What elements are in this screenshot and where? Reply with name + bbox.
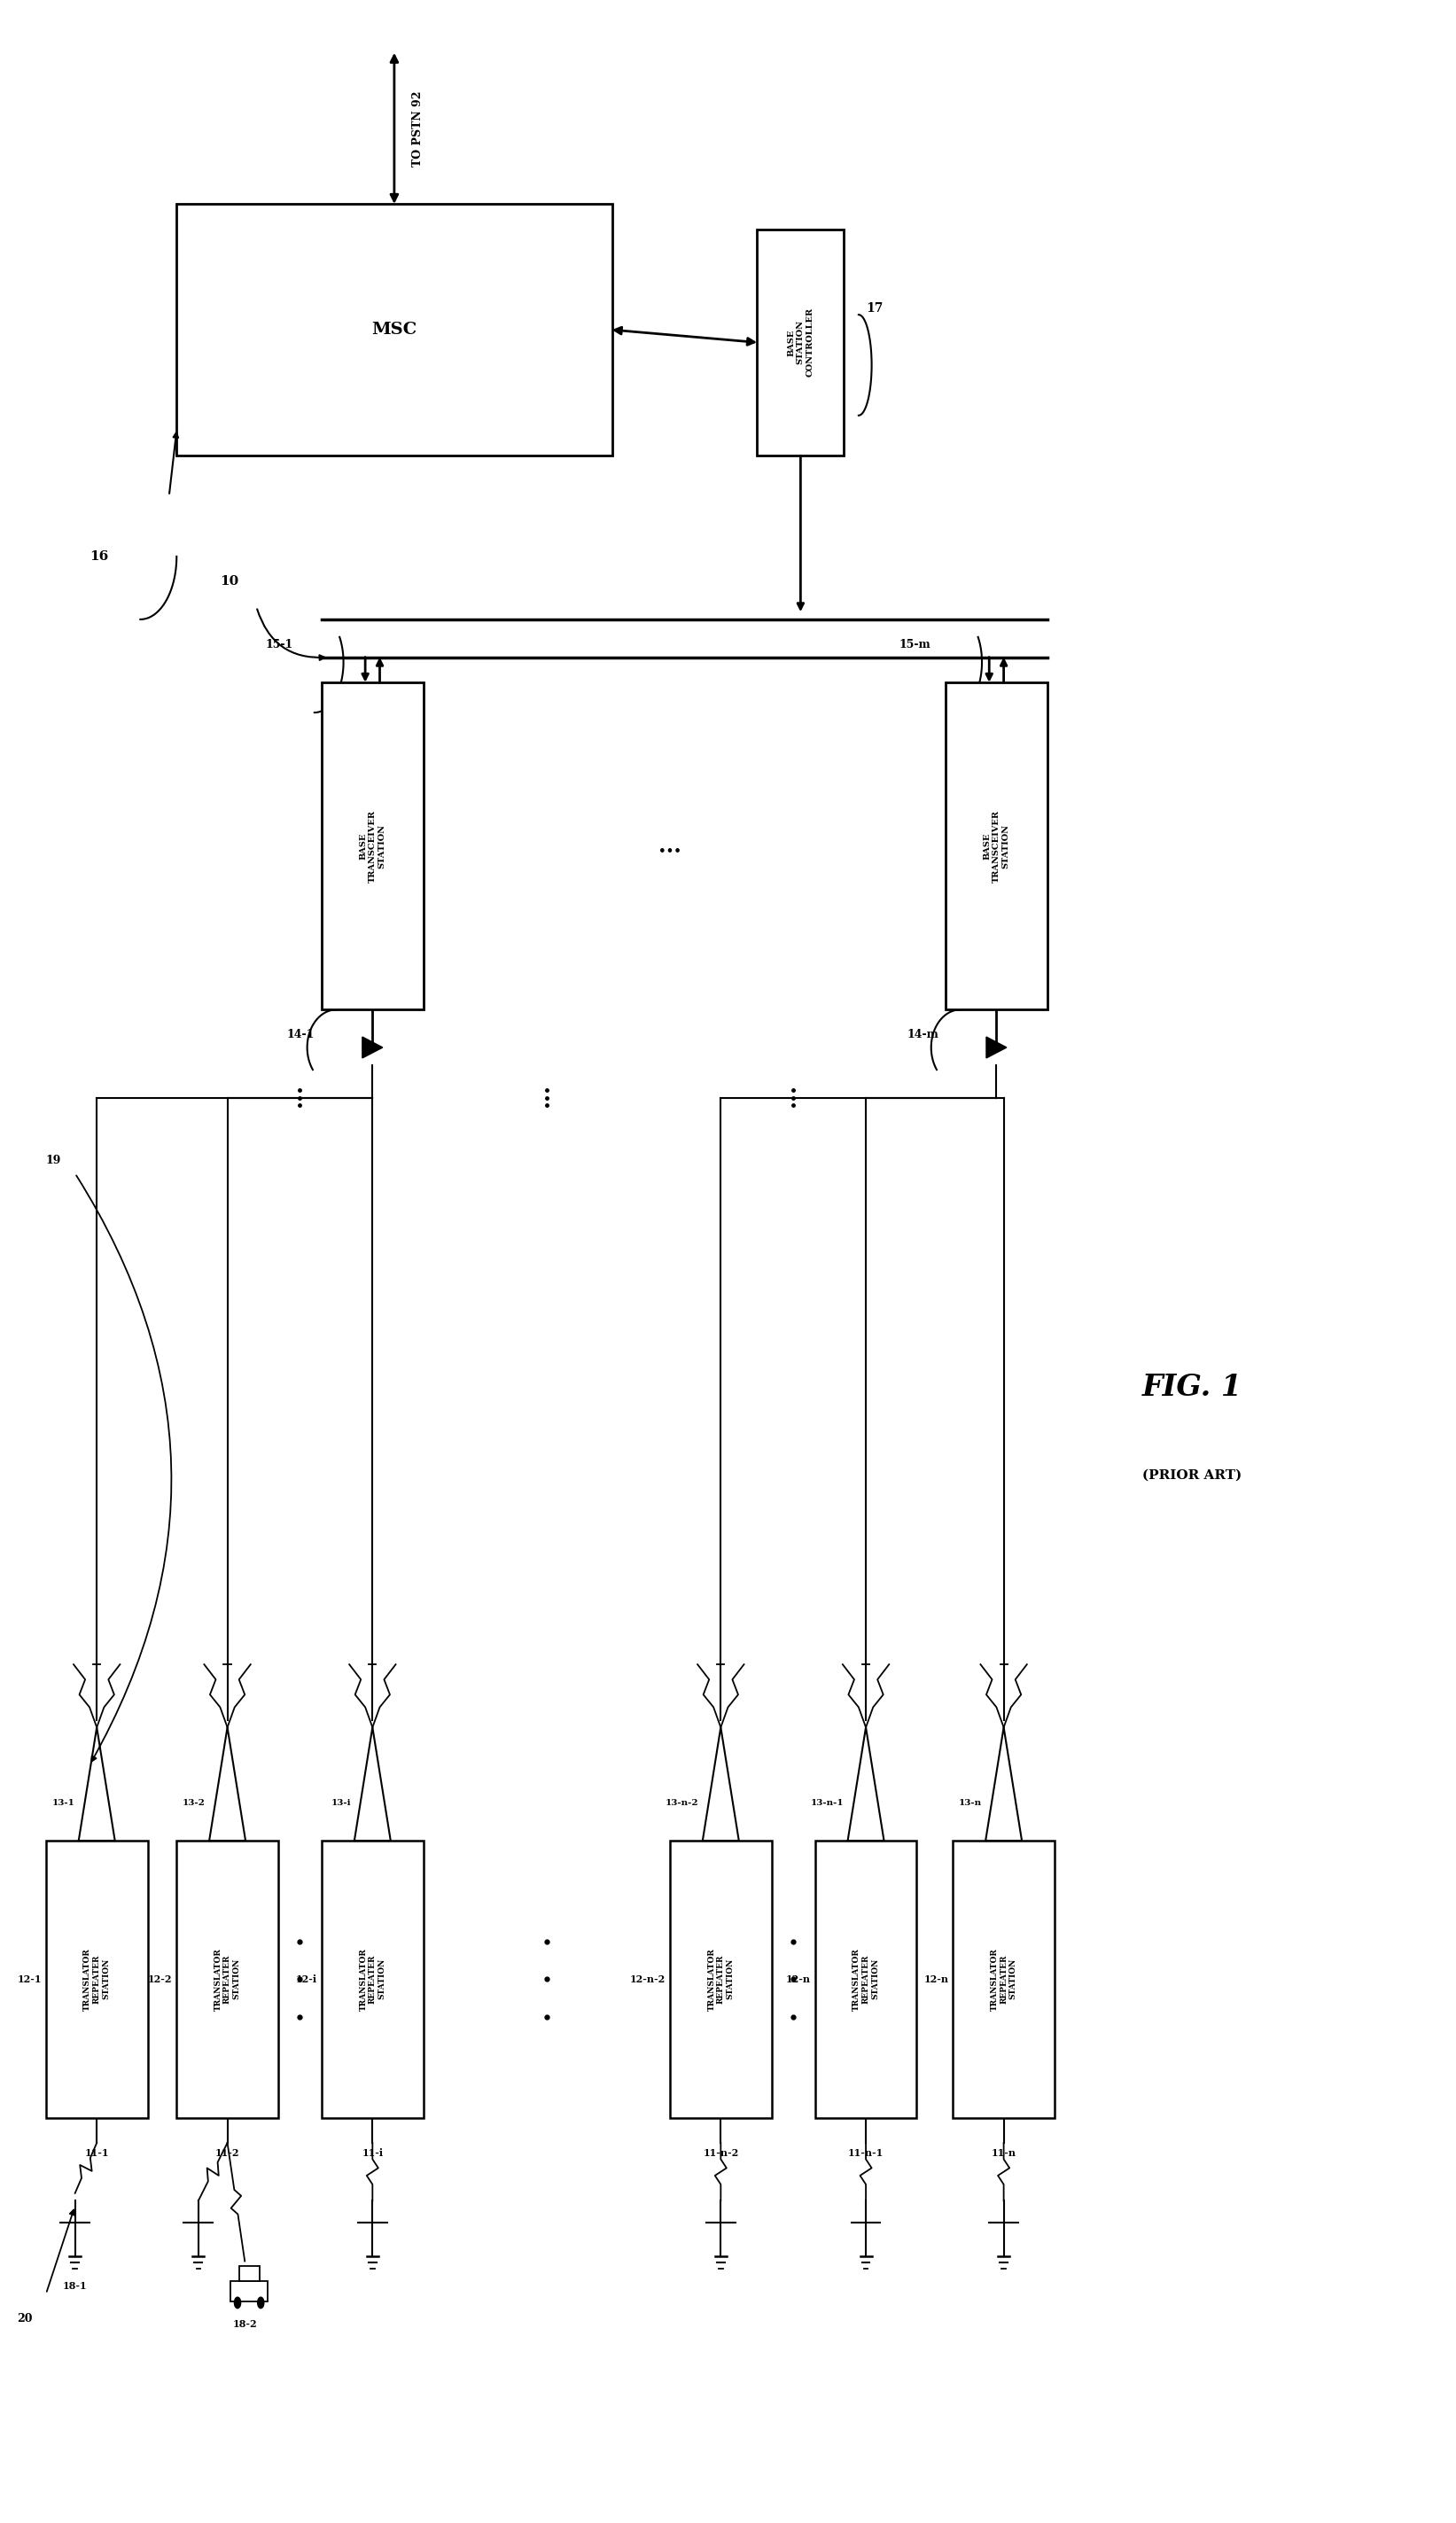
Text: TRANSLATOR
REPEATER
STATION: TRANSLATOR REPEATER STATION (708, 1948, 734, 2011)
Text: 13-2: 13-2 (182, 1799, 205, 1806)
Text: 18-2: 18-2 (233, 2319, 258, 2329)
Bar (945, 681, 1047, 1009)
Text: 12-1: 12-1 (17, 1976, 42, 1983)
Text: 15-1: 15-1 (265, 638, 293, 651)
Text: 13-n-1: 13-n-1 (811, 1799, 844, 1806)
Bar (322, 1842, 424, 2117)
Text: TRANSLATOR
REPEATER
STATION: TRANSLATOR REPEATER STATION (360, 1948, 386, 2011)
Text: TRANSLATOR
REPEATER
STATION: TRANSLATOR REPEATER STATION (990, 1948, 1016, 2011)
Text: 13-n-2: 13-n-2 (665, 1799, 699, 1806)
Circle shape (234, 2296, 240, 2309)
Bar (757, 230, 844, 457)
Text: BASE
TRANSCEIVER
STATION: BASE TRANSCEIVER STATION (360, 810, 386, 883)
Text: 14-1: 14-1 (287, 1029, 314, 1039)
Text: 13-1: 13-1 (52, 1799, 76, 1806)
Bar (176, 204, 612, 457)
Text: 11-i: 11-i (361, 2147, 383, 2157)
Bar (322, 681, 424, 1009)
Text: 10: 10 (220, 575, 239, 588)
Text: 12-n-2: 12-n-2 (630, 1976, 665, 1983)
Bar (952, 1842, 1054, 2117)
Text: 13-n: 13-n (960, 1799, 981, 1806)
Text: MSC: MSC (371, 323, 416, 338)
Text: 12-n: 12-n (923, 1976, 948, 1983)
Text: 13-i: 13-i (331, 1799, 351, 1806)
Text: 12-n: 12-n (786, 1976, 811, 1983)
Text: 11-n: 11-n (992, 2147, 1016, 2157)
Text: 12-2: 12-2 (149, 1976, 172, 1983)
Polygon shape (363, 1037, 383, 1057)
Bar (176, 1842, 278, 2117)
Bar (47, 1842, 147, 2117)
Text: 15-m: 15-m (900, 638, 932, 651)
Text: FIG. 1: FIG. 1 (1142, 1373, 1242, 1403)
Text: 16: 16 (89, 550, 108, 563)
Bar (230, 2281, 268, 2301)
Circle shape (258, 2296, 264, 2309)
Text: ...: ... (658, 835, 681, 858)
Text: 11-n-2: 11-n-2 (703, 2147, 738, 2157)
Text: 11-1: 11-1 (84, 2147, 109, 2157)
Text: 19: 19 (47, 1156, 61, 1166)
Text: BASE
TRANSCEIVER
STATION: BASE TRANSCEIVER STATION (983, 810, 1009, 883)
Text: 20: 20 (17, 2314, 32, 2324)
Polygon shape (986, 1037, 1006, 1057)
Text: 18-1: 18-1 (63, 2281, 87, 2291)
Bar (670, 1842, 772, 2117)
Text: (PRIOR ART): (PRIOR ART) (1143, 1468, 1242, 1481)
Text: TO PSTN 92: TO PSTN 92 (412, 91, 424, 167)
Text: 14-m: 14-m (907, 1029, 939, 1039)
Text: 17: 17 (866, 303, 882, 315)
Text: BASE
STATION
CONTROLLER: BASE STATION CONTROLLER (788, 308, 814, 376)
Bar (239, 2266, 259, 2281)
Text: TRANSLATOR
REPEATER
STATION: TRANSLATOR REPEATER STATION (853, 1948, 879, 2011)
Bar (815, 1842, 917, 2117)
Text: 12-i: 12-i (296, 1976, 317, 1983)
Text: 11-n-1: 11-n-1 (847, 2147, 884, 2157)
Text: 11-2: 11-2 (215, 2147, 240, 2157)
Text: TRANSLATOR
REPEATER
STATION: TRANSLATOR REPEATER STATION (83, 1948, 111, 2011)
Text: TRANSLATOR
REPEATER
STATION: TRANSLATOR REPEATER STATION (214, 1948, 240, 2011)
